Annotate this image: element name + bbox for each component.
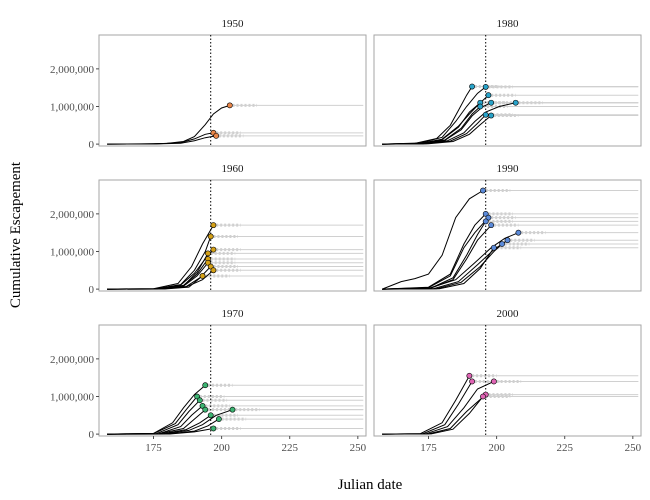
series-line bbox=[382, 380, 495, 435]
x-axis-title: Julian date bbox=[338, 477, 403, 493]
series-end-point bbox=[504, 237, 511, 244]
panel-2000: 2000 175 200 225 250 bbox=[373, 308, 642, 454]
series-end-point bbox=[490, 244, 497, 251]
series-line bbox=[107, 104, 230, 145]
panel-title: 1990 bbox=[497, 163, 520, 175]
x-tick-label: 175 bbox=[420, 442, 437, 454]
x-tick-label: 200 bbox=[213, 442, 230, 454]
series-end-point bbox=[229, 406, 236, 413]
panel-1980: 1980 bbox=[373, 18, 642, 147]
y-tick-label: 2,000,000 bbox=[50, 209, 95, 221]
series-end-point bbox=[196, 397, 203, 404]
x-tick-label: 250 bbox=[625, 442, 642, 454]
y-tick-label: 0 bbox=[89, 284, 95, 296]
series-line bbox=[382, 106, 481, 145]
series-end-point bbox=[480, 187, 486, 194]
x-tick-label: 175 bbox=[145, 442, 162, 454]
panel-frame bbox=[98, 324, 367, 437]
series-line bbox=[382, 394, 487, 435]
panel-title: 1960 bbox=[222, 163, 245, 175]
series-line bbox=[107, 132, 214, 145]
panels-layer: 1950 0 1,000,000 2,000,000 1980 1960 0 1,000,00… bbox=[50, 18, 642, 454]
panel-title: 1980 bbox=[497, 18, 520, 30]
series-end-point bbox=[202, 406, 209, 413]
series-line bbox=[382, 396, 484, 435]
panel-frame bbox=[373, 179, 642, 292]
series-end-point bbox=[213, 132, 220, 139]
series-end-point bbox=[466, 372, 473, 379]
panel-title: 1950 bbox=[222, 18, 245, 30]
series-line bbox=[107, 405, 203, 435]
series-end-point bbox=[207, 233, 214, 240]
panel-1970: 1970 0 1,000,000 2,000,000 175 200 225 250 bbox=[50, 308, 367, 454]
y-tick-label: 1,000,000 bbox=[50, 101, 95, 113]
panel-title: 1970 bbox=[222, 308, 245, 320]
x-tick-label: 225 bbox=[556, 442, 573, 454]
series-end-point bbox=[469, 378, 475, 385]
panel-frame bbox=[373, 34, 642, 147]
series-end-point bbox=[207, 412, 214, 419]
panel-frame bbox=[98, 34, 367, 147]
series-line bbox=[107, 428, 214, 435]
series-line bbox=[107, 275, 203, 290]
series-end-point bbox=[485, 92, 492, 99]
series-end-point bbox=[488, 99, 495, 106]
series-end-point bbox=[469, 83, 475, 90]
y-tick-label: 2,000,000 bbox=[50, 64, 95, 76]
series-end-point bbox=[515, 229, 522, 236]
series-end-point bbox=[488, 222, 495, 229]
series-end-point bbox=[512, 99, 519, 106]
series-end-point bbox=[482, 218, 489, 225]
series-line bbox=[382, 247, 495, 290]
panel-frame bbox=[98, 179, 367, 292]
series-end-point bbox=[499, 241, 505, 247]
series-line bbox=[382, 94, 489, 145]
series-line bbox=[382, 224, 492, 290]
series-line bbox=[382, 86, 487, 145]
series-end-point bbox=[477, 103, 484, 110]
y-tick-label: 1,000,000 bbox=[50, 246, 95, 258]
series-end-point bbox=[480, 393, 486, 400]
series-line bbox=[107, 135, 217, 145]
series-end-point bbox=[210, 425, 217, 432]
series-end-point bbox=[210, 267, 217, 274]
series-line bbox=[382, 190, 484, 290]
series-end-point bbox=[205, 250, 211, 257]
x-tick-label: 225 bbox=[281, 442, 298, 454]
series-end-point bbox=[482, 84, 489, 90]
series-end-point bbox=[482, 111, 489, 118]
panel-frame bbox=[373, 324, 642, 437]
panel-1950: 1950 0 1,000,000 2,000,000 bbox=[50, 18, 367, 151]
y-axis-title: Cumulative Escapement bbox=[8, 161, 24, 308]
series-end-point bbox=[215, 416, 222, 422]
y-tick-label: 0 bbox=[89, 139, 95, 151]
series-line bbox=[382, 381, 473, 435]
series-end-point bbox=[210, 246, 217, 253]
series-end-point bbox=[226, 102, 233, 109]
y-tick-label: 1,000,000 bbox=[50, 391, 95, 403]
x-tick-label: 250 bbox=[350, 442, 367, 454]
series-end-point bbox=[202, 382, 209, 389]
x-tick-label: 200 bbox=[488, 442, 505, 454]
series-end-point bbox=[199, 273, 206, 279]
series-end-point bbox=[490, 378, 497, 385]
y-tick-label: 2,000,000 bbox=[50, 354, 95, 366]
series-end-point bbox=[488, 112, 495, 119]
series-end-point bbox=[210, 222, 217, 229]
series-line bbox=[382, 221, 487, 290]
panel-title: 2000 bbox=[497, 308, 520, 320]
panel-1990: 1990 bbox=[373, 163, 642, 292]
panel-1960: 1960 0 1,000,000 2,000,000 bbox=[50, 163, 367, 296]
y-tick-label: 0 bbox=[89, 429, 95, 441]
series-line bbox=[107, 409, 206, 435]
